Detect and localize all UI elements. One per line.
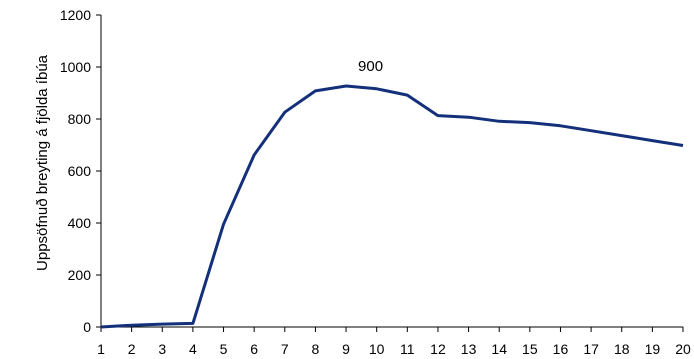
x-tick-label: 16 xyxy=(553,341,569,357)
x-tick-label: 10 xyxy=(369,341,385,357)
series-line xyxy=(100,84,684,329)
x-tick-label: 11 xyxy=(400,341,415,357)
x-tick-label: 1 xyxy=(97,341,105,357)
x-tick-label: 5 xyxy=(220,341,228,357)
y-axis-label: Uppsöfnuð breyting á fjölda íbúa xyxy=(34,54,51,271)
x-tick-label: 14 xyxy=(491,341,507,357)
x-tick-label: 8 xyxy=(312,341,320,357)
y-tick-label: 800 xyxy=(68,111,92,127)
data-annotation: 900 xyxy=(358,58,383,75)
x-tick-label: 2 xyxy=(128,341,136,357)
y-tick-label: 1200 xyxy=(60,7,91,23)
series-layer xyxy=(100,84,684,329)
x-tick-label: 3 xyxy=(158,341,166,357)
x-tick-label: 7 xyxy=(281,341,289,357)
y-tick-label: 600 xyxy=(68,163,92,179)
x-axis: 1 2 3 4 5 6 7 8 9 10 11 12 13 14 15 16 17 18 19 20 xyxy=(97,326,691,357)
y-tick-label: 1000 xyxy=(60,59,91,75)
x-tick-label: 9 xyxy=(342,341,350,357)
x-tick-label: 15 xyxy=(522,341,538,357)
x-tick-label: 12 xyxy=(430,341,446,357)
annotation-layer: 900 xyxy=(358,58,383,75)
y-tick-label: 0 xyxy=(83,319,91,335)
y-tick-label: 400 xyxy=(68,215,92,231)
x-tick-label: 18 xyxy=(614,341,630,357)
x-tick-label: 13 xyxy=(461,341,477,357)
y-tick-label: 200 xyxy=(68,267,92,283)
y-axis: 0 200 400 600 800 1000 1200 xyxy=(60,7,102,335)
x-tick-label: 6 xyxy=(250,341,258,357)
x-tick-label: 4 xyxy=(189,341,197,357)
x-tick-label: 17 xyxy=(583,341,599,357)
x-tick-label: 19 xyxy=(645,341,661,357)
x-tick-label: 20 xyxy=(675,341,691,357)
